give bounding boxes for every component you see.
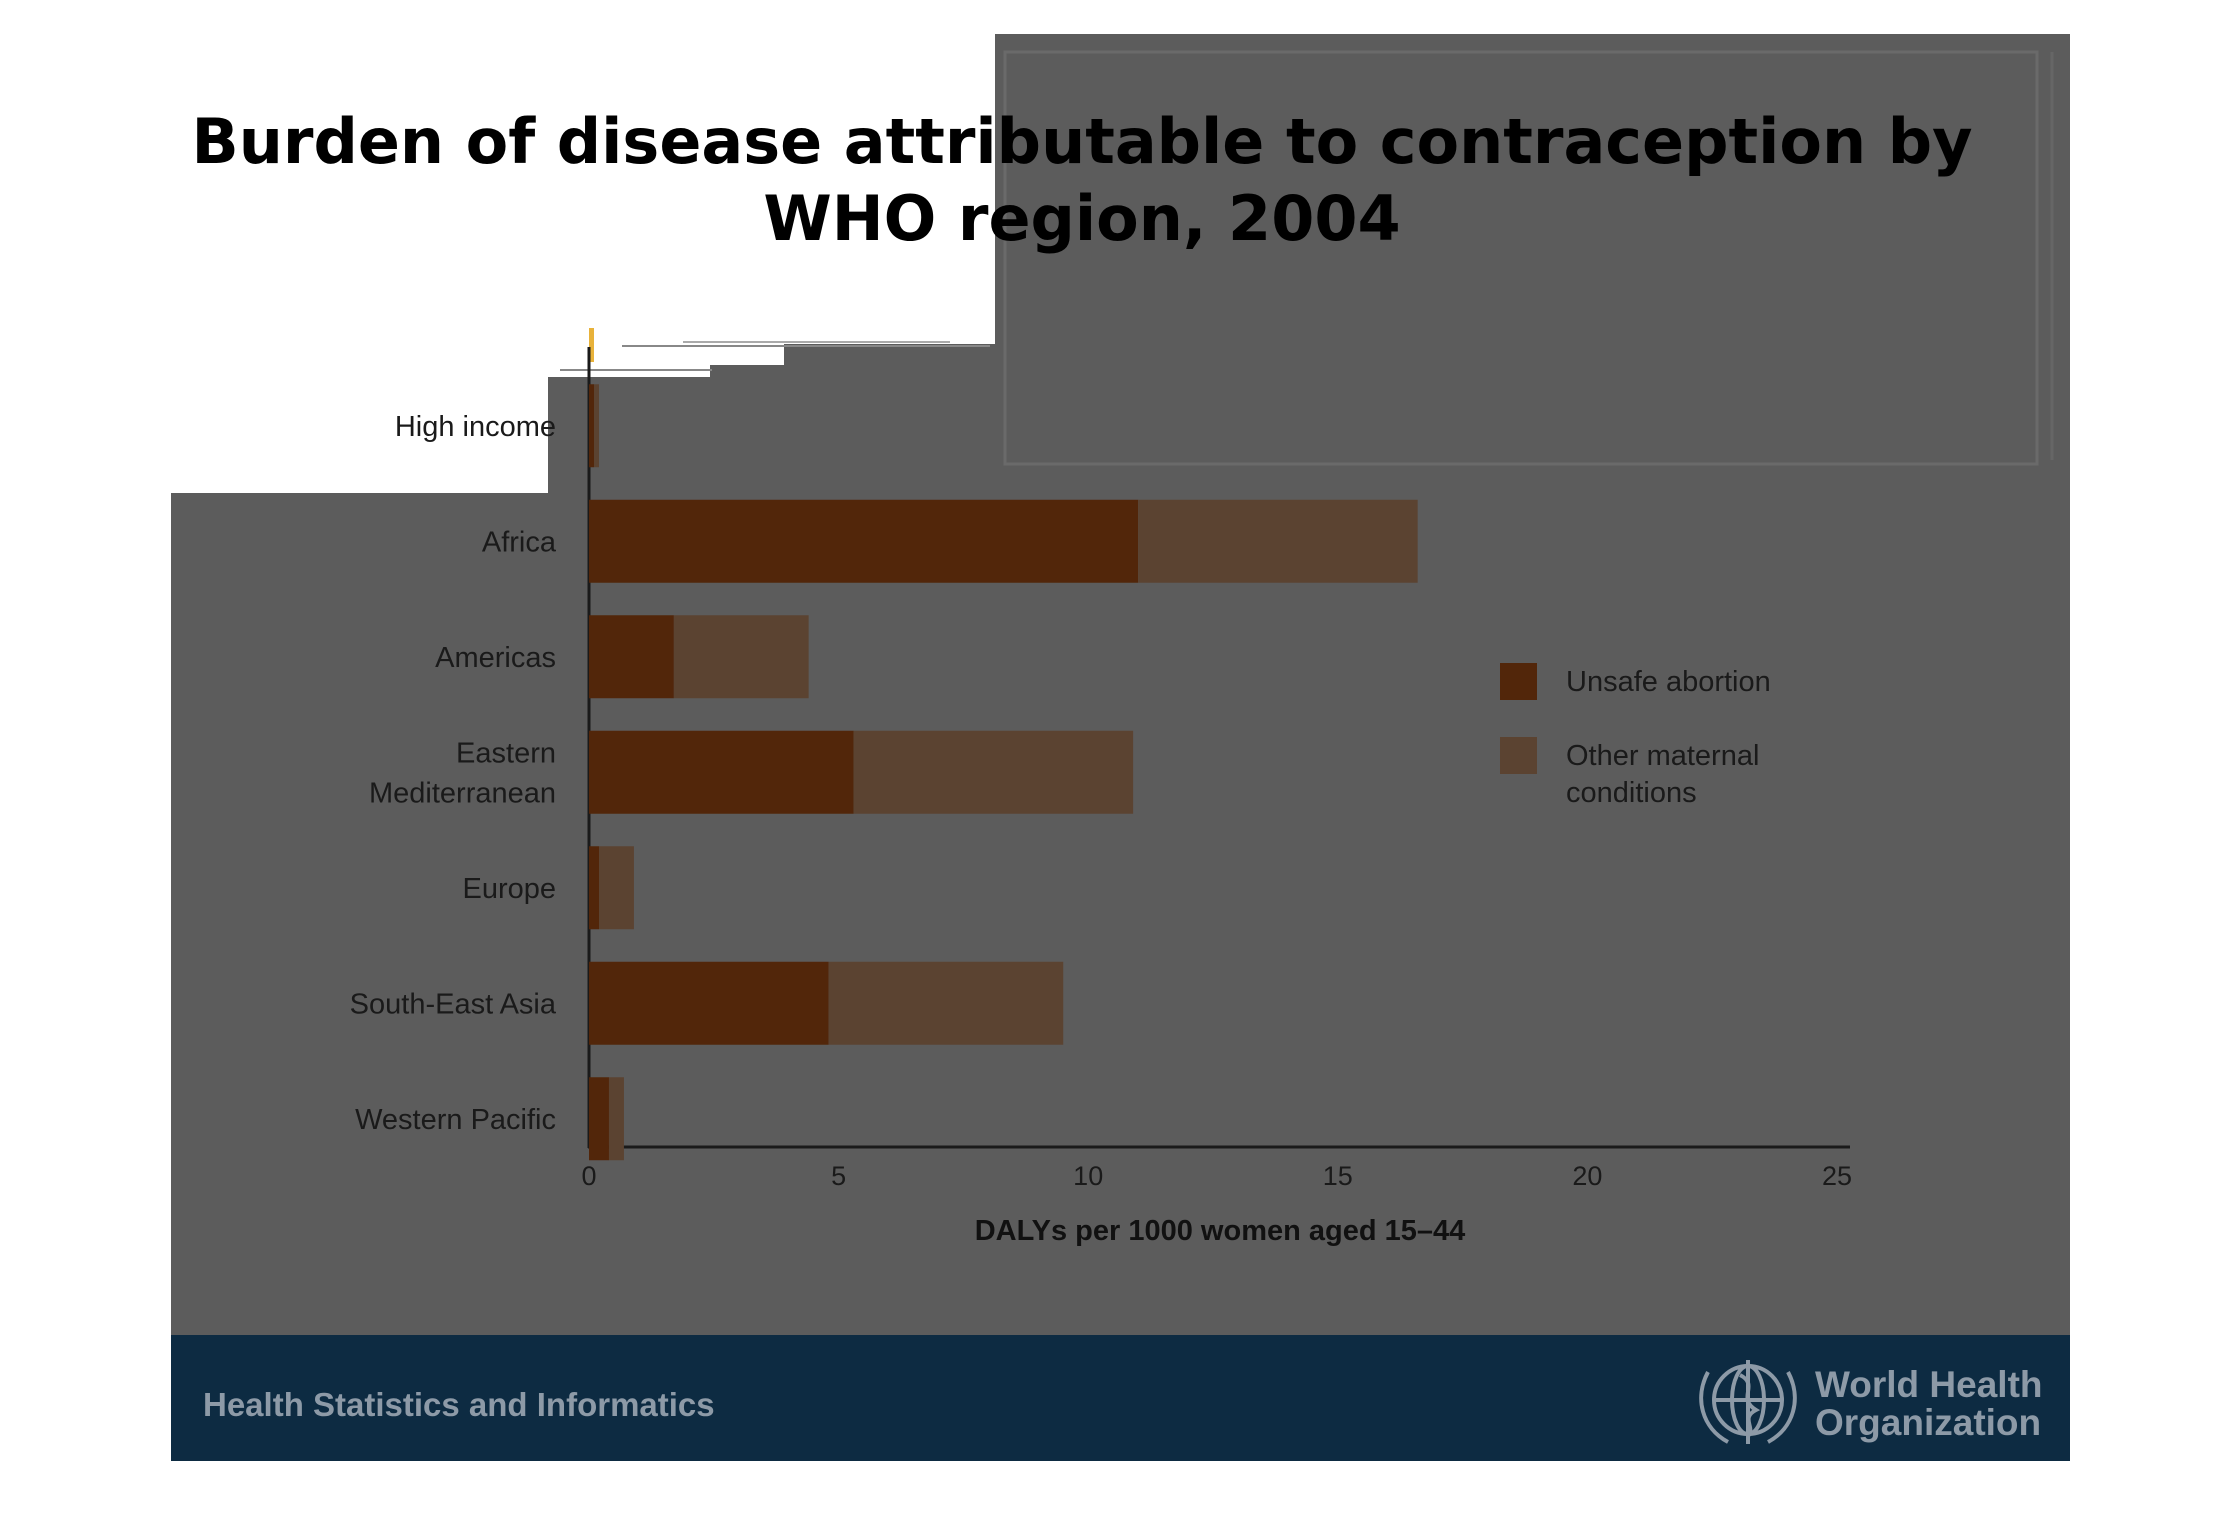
- bar-africa-other-maternal-conditions: [1138, 499, 1418, 583]
- bar-western-pacific-other-maternal-conditions: [608, 1077, 624, 1161]
- bar-europe-unsafe-abortion: [589, 846, 599, 930]
- x-tick-label: 15: [1323, 1161, 1353, 1191]
- category-label-south-east-asia: South-East Asia: [350, 988, 557, 1020]
- bar-europe-other-maternal-conditions: [598, 846, 634, 930]
- legend-label-other-maternal-conditions: Other maternal: [1566, 740, 1759, 772]
- bar-high-income-unsafe-abortion: [589, 384, 594, 468]
- chart-title-line-1: Burden of disease attributable to contra…: [192, 105, 1973, 178]
- x-tick-label: 10: [1073, 1161, 1103, 1191]
- bar-americas-other-maternal-conditions: [673, 615, 809, 699]
- x-tick-label: 25: [1822, 1161, 1852, 1191]
- category-label-europe: Europe: [462, 873, 556, 905]
- bar-south-east-asia-unsafe-abortion: [589, 961, 829, 1045]
- legend-label-unsafe-abortion: Unsafe abortion: [1566, 666, 1771, 698]
- chart-title-line-2: WHO region, 2004: [763, 182, 1400, 255]
- footer-department-label: Health Statistics and Informatics: [203, 1386, 715, 1423]
- bars-layer: [589, 384, 1418, 1161]
- legend-swatch-unsafe-abortion: [1500, 663, 1537, 700]
- panel-inner-frame: [1003, 50, 2039, 466]
- legend-label-other-maternal-conditions: conditions: [1566, 777, 1697, 809]
- organization-name-line-2: Organization: [1815, 1402, 2041, 1443]
- x-tick-label: 5: [831, 1161, 846, 1191]
- bar-high-income-other-maternal-conditions: [593, 384, 599, 468]
- category-labels: High income Africa Americas Eastern Mediterr…: [350, 411, 557, 1136]
- legend-swatch-other-maternal-conditions: [1500, 737, 1537, 774]
- bar-eastern-mediterranean-unsafe-abortion: [589, 730, 854, 814]
- bar-africa-unsafe-abortion: [589, 499, 1139, 583]
- x-tick-label: 0: [581, 1161, 596, 1191]
- legend: Unsafe abortion Other maternal conditions: [1500, 663, 1771, 809]
- category-label-eastern-mediterranean: Mediterranean: [369, 777, 556, 809]
- category-label-eastern-mediterranean: Eastern: [456, 737, 556, 769]
- bar-chart: High income Africa Americas Eastern Mediterr…: [350, 347, 1852, 1247]
- x-axis-title: DALYs per 1000 women aged 15–44: [975, 1215, 1466, 1247]
- artifact-highlight-bar: [589, 328, 594, 362]
- who-emblem-icon: [1699, 1360, 1797, 1444]
- bar-americas-unsafe-abortion: [589, 615, 674, 699]
- x-tick-labels: 0 5 10 15 20 25: [581, 1161, 1852, 1191]
- category-label-americas: Americas: [435, 642, 556, 674]
- category-label-western-pacific: Western Pacific: [355, 1104, 556, 1136]
- bar-south-east-asia-other-maternal-conditions: [828, 961, 1064, 1045]
- bar-eastern-mediterranean-other-maternal-conditions: [853, 730, 1134, 814]
- bar-western-pacific-unsafe-abortion: [589, 1077, 609, 1161]
- x-tick-label: 20: [1572, 1161, 1602, 1191]
- category-label-high-income: High income: [395, 411, 556, 443]
- category-label-africa: Africa: [482, 526, 557, 558]
- organization-name-line-1: World Health: [1815, 1364, 2043, 1405]
